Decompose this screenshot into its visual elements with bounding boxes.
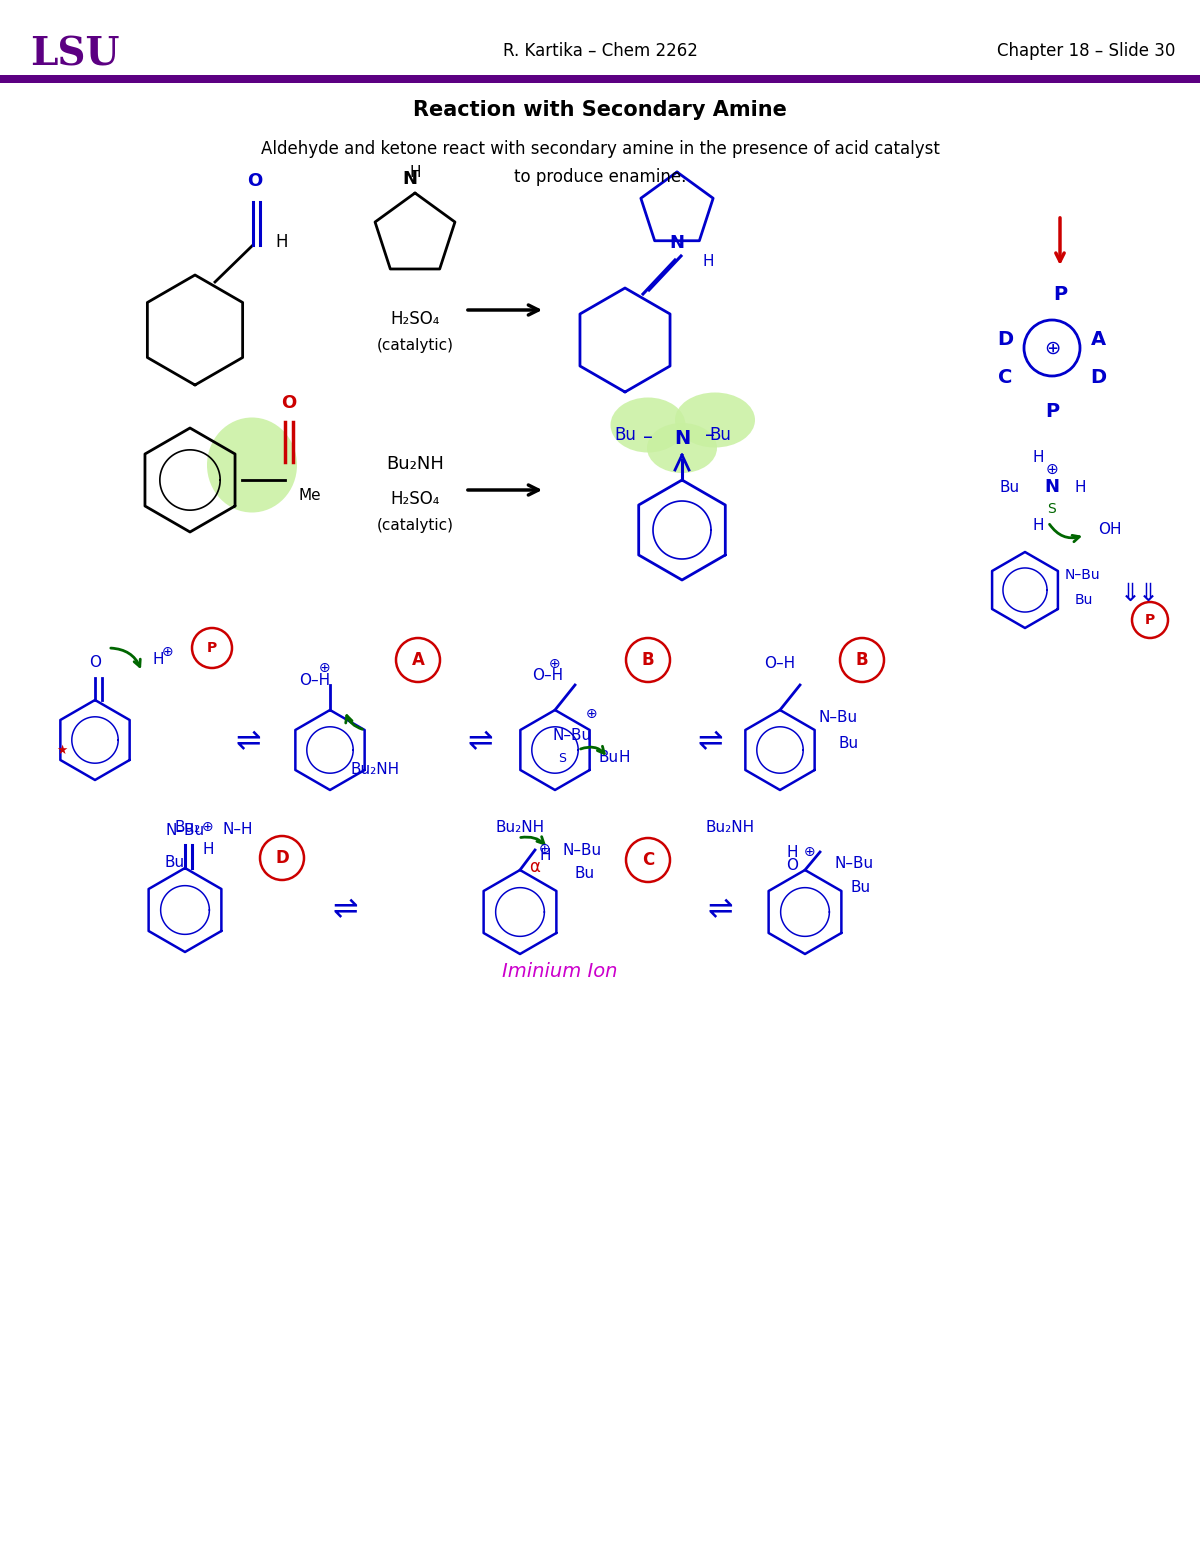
Text: H: H: [1074, 480, 1086, 495]
Text: H₂SO₄: H₂SO₄: [390, 491, 439, 508]
Text: α: α: [529, 857, 540, 876]
Text: O: O: [247, 172, 263, 189]
Text: Bu₂NH: Bu₂NH: [386, 455, 444, 474]
Text: ⊕: ⊕: [1044, 339, 1060, 357]
Text: Bu: Bu: [164, 856, 185, 870]
Text: H: H: [152, 652, 163, 668]
Text: LSU: LSU: [30, 36, 120, 73]
Text: N–Bu: N–Bu: [552, 728, 592, 742]
Text: Bu: Bu: [709, 426, 731, 444]
Text: Bu₂NH: Bu₂NH: [496, 820, 545, 836]
Text: Me: Me: [298, 488, 320, 503]
Text: Bu: Bu: [614, 426, 636, 444]
Text: H: H: [618, 750, 630, 766]
Text: ⊕: ⊕: [586, 707, 598, 721]
Text: O–H: O–H: [764, 655, 796, 671]
Text: H: H: [275, 233, 288, 252]
Text: P: P: [1045, 402, 1060, 421]
Text: H: H: [786, 845, 798, 860]
Text: C: C: [642, 851, 654, 870]
Text: A: A: [1091, 329, 1105, 349]
Text: ⊕: ⊕: [319, 662, 331, 676]
Text: ⇌: ⇌: [707, 896, 733, 924]
Text: N–Bu: N–Bu: [835, 856, 874, 871]
Text: ⊕: ⊕: [804, 845, 816, 859]
Text: N: N: [402, 169, 418, 188]
Text: ⇓: ⇓: [1138, 582, 1158, 606]
Text: ★: ★: [56, 744, 67, 756]
Text: ⊕: ⊕: [162, 644, 174, 658]
Text: N: N: [670, 235, 684, 252]
Text: H: H: [539, 848, 551, 863]
Bar: [0, 75, 1200, 82]
Text: O–H: O–H: [533, 668, 564, 683]
Text: ⇌: ⇌: [697, 727, 722, 756]
Ellipse shape: [674, 393, 755, 447]
Text: H: H: [203, 842, 214, 857]
Text: Bu: Bu: [838, 736, 858, 752]
Text: N–H: N–H: [222, 822, 252, 837]
Text: Aldehyde and ketone react with secondary amine in the presence of acid catalyst: Aldehyde and ketone react with secondary…: [260, 140, 940, 158]
Text: H: H: [1032, 450, 1044, 464]
Text: H: H: [703, 255, 714, 270]
Text: Bu₂NH: Bu₂NH: [706, 820, 755, 836]
Text: H: H: [409, 165, 421, 180]
Text: D: D: [275, 849, 289, 867]
Text: N: N: [674, 429, 690, 447]
Text: Bu: Bu: [1000, 480, 1020, 495]
Text: Bu: Bu: [1075, 593, 1093, 607]
Text: N–Bu: N–Bu: [166, 823, 204, 839]
Text: O: O: [89, 655, 101, 669]
Text: A: A: [412, 651, 425, 669]
Ellipse shape: [611, 398, 685, 452]
Text: OH: OH: [1098, 522, 1122, 537]
Text: B: B: [642, 651, 654, 669]
Text: P: P: [1145, 613, 1156, 627]
Text: D: D: [997, 329, 1013, 349]
Text: ⇓: ⇓: [1120, 582, 1140, 606]
Text: O: O: [786, 857, 798, 873]
Text: (catalytic): (catalytic): [377, 339, 454, 353]
Text: to produce enamine.: to produce enamine.: [514, 168, 686, 186]
Text: ⇌: ⇌: [467, 727, 493, 756]
Text: H: H: [1032, 519, 1044, 533]
Text: N–Bu: N–Bu: [1066, 568, 1100, 582]
Text: Bu: Bu: [575, 867, 595, 881]
Ellipse shape: [647, 422, 718, 474]
Text: Chapter 18 – Slide 30: Chapter 18 – Slide 30: [997, 42, 1175, 61]
Text: O–H: O–H: [300, 672, 330, 688]
Text: H₂SO₄: H₂SO₄: [390, 311, 439, 328]
Text: N–Bu: N–Bu: [818, 710, 857, 725]
Text: Iminium Ion: Iminium Ion: [503, 961, 618, 981]
Ellipse shape: [208, 418, 298, 512]
Text: R. Kartika – Chem 2262: R. Kartika – Chem 2262: [503, 42, 697, 61]
Text: Reaction with Secondary Amine: Reaction with Secondary Amine: [413, 99, 787, 120]
Text: ⊕: ⊕: [550, 657, 560, 671]
Text: Bu: Bu: [598, 750, 618, 766]
Text: P: P: [206, 641, 217, 655]
Text: ⊕: ⊕: [539, 842, 551, 856]
Text: C: C: [998, 368, 1012, 387]
Text: ⊕: ⊕: [202, 820, 214, 834]
Text: P: P: [1052, 286, 1067, 304]
Text: –: –: [643, 429, 653, 447]
Text: N: N: [1044, 478, 1060, 495]
Text: O: O: [281, 394, 296, 412]
Text: Bu₂: Bu₂: [175, 820, 202, 836]
Text: D: D: [1090, 368, 1106, 387]
Text: (catalytic): (catalytic): [377, 519, 454, 533]
Text: S: S: [558, 752, 566, 766]
Text: B: B: [856, 651, 869, 669]
Text: Bu₂NH: Bu₂NH: [350, 763, 400, 776]
Text: ⇌: ⇌: [332, 896, 358, 924]
Text: ⊕: ⊕: [1045, 461, 1058, 477]
Text: –: –: [706, 427, 715, 446]
Text: N–Bu: N–Bu: [562, 843, 601, 857]
Text: Bu: Bu: [850, 881, 870, 895]
Text: ⇌: ⇌: [235, 727, 260, 756]
Text: S: S: [1048, 502, 1056, 516]
